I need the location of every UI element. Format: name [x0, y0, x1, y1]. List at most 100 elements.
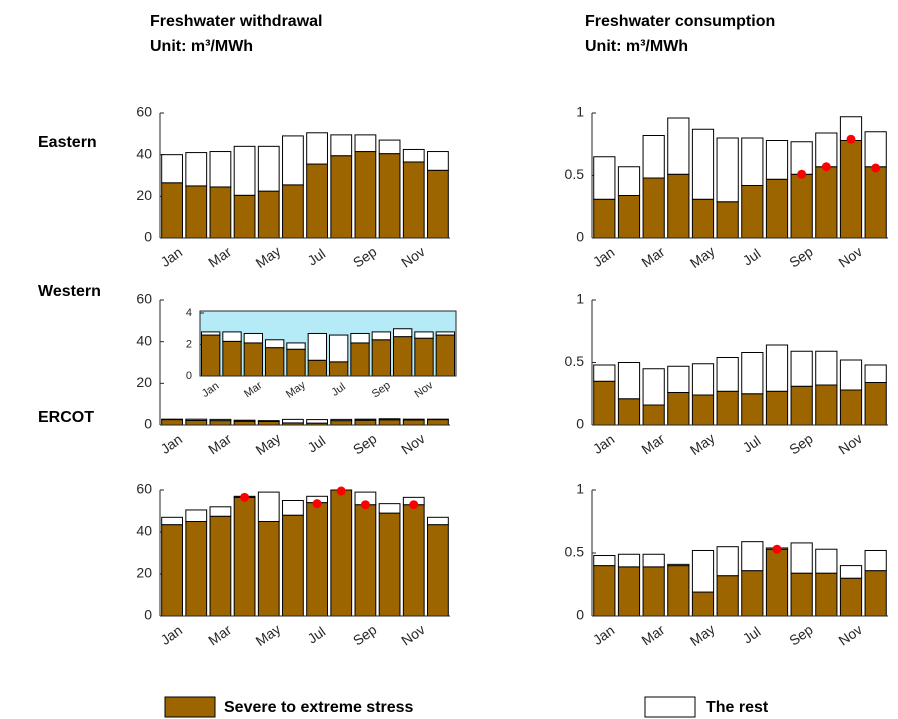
x-tick-label: Nov [398, 430, 428, 457]
bar-segment [667, 565, 690, 617]
bar-segment [741, 541, 764, 572]
y-tick-label: 0 [144, 229, 152, 245]
inset-background [199, 310, 457, 377]
bar-segment [350, 342, 370, 377]
bar-segment [200, 331, 221, 336]
bar-segment [161, 182, 183, 239]
x-tick-label: Jul [304, 623, 328, 646]
marker [336, 486, 346, 496]
bar-segment [257, 145, 280, 192]
y-tick-label: 1 [576, 291, 584, 307]
bar-segment [209, 151, 232, 188]
y-tick-label: 20 [136, 374, 152, 390]
bar-segment [716, 390, 739, 426]
legend-label: Severe to extreme stress [224, 699, 414, 716]
x-tick-label: Mar [638, 430, 667, 457]
bar-segment [691, 549, 715, 593]
x-tick-label: May [687, 243, 718, 271]
bar-segment [815, 166, 838, 239]
y-tick-label: 40 [136, 332, 152, 348]
bar-segment [864, 131, 887, 168]
bar-segment [264, 339, 285, 349]
bar-segment [306, 132, 328, 165]
x-tick-label: Jan [590, 622, 618, 648]
bar-segment [864, 166, 887, 239]
bar-segment [209, 186, 232, 239]
x-tick-label: May [253, 621, 284, 649]
x-tick-label: Sep [370, 379, 393, 400]
bar-segment [593, 565, 616, 617]
bar-segment [402, 148, 425, 163]
bar-segment [402, 419, 425, 426]
bar-segment [741, 352, 764, 395]
bar-segment [691, 591, 715, 617]
bar-segment [378, 139, 401, 155]
bar-segment [691, 128, 715, 200]
bar-segment [378, 418, 401, 421]
y-tick-label: 0.5 [565, 353, 585, 369]
bar-segment [264, 347, 285, 377]
bar-segment [765, 178, 789, 239]
bar-segment [790, 542, 813, 574]
bar-segment [716, 546, 739, 577]
x-tick-label: Mar [242, 379, 265, 400]
bar-segment [233, 145, 256, 196]
bar-segment [790, 173, 813, 239]
y-tick-label: 40 [136, 145, 152, 161]
bar-segment [642, 404, 665, 426]
bar-segment [209, 515, 232, 617]
bar-segment [617, 566, 641, 617]
bar-segment [354, 134, 377, 153]
y-tick-label: 20 [136, 565, 152, 581]
bar-segment [414, 331, 434, 339]
x-tick-label: Nov [412, 379, 435, 400]
legend: Severe to extreme stress The rest [164, 696, 769, 718]
bar-segment [233, 420, 256, 426]
bar-segment [243, 332, 264, 344]
bar-segment [839, 565, 863, 579]
legend-label: The rest [706, 699, 769, 716]
bar-segment [286, 348, 306, 377]
bar-segment [257, 420, 280, 422]
x-tick-label: Jan [158, 622, 186, 648]
bar-segment [691, 198, 715, 239]
x-tick-label: Jul [740, 623, 764, 646]
legend-swatch [644, 696, 696, 718]
bar-segment [617, 195, 641, 239]
bar-segment [435, 331, 456, 336]
marker [312, 499, 322, 509]
bar-segment [257, 491, 280, 523]
bar-segment [864, 549, 887, 572]
bar-segment [642, 368, 665, 406]
bar-segment [667, 392, 690, 426]
bar-segment [815, 548, 838, 574]
bar-segment [839, 577, 863, 617]
x-tick-label: Nov [398, 243, 428, 270]
y-tick-label: 4 [186, 307, 192, 319]
bar-segment [330, 134, 353, 157]
bar-segment [617, 553, 641, 568]
bar-segment [427, 516, 449, 526]
bar-segment [222, 340, 242, 377]
bar-segment [161, 524, 183, 617]
marker [409, 500, 419, 510]
bar-segment [716, 575, 739, 617]
bar-segment [185, 419, 208, 426]
bar-segment [864, 364, 887, 383]
bar-segment [330, 420, 353, 426]
bar-segment [330, 489, 353, 617]
bar-segment [392, 328, 413, 338]
bar-segment [427, 524, 449, 617]
bar-segment [593, 364, 616, 382]
x-tick-label: Jul [304, 432, 328, 455]
bar-segment [593, 198, 616, 239]
legend-swatch [164, 696, 216, 718]
bar-segment [354, 419, 377, 426]
x-tick-label: Sep [350, 243, 380, 271]
bar-segment [593, 156, 616, 200]
bar-segment [233, 419, 256, 422]
bar-segment [765, 548, 789, 617]
x-tick-label: Nov [835, 243, 865, 270]
bar-segment [815, 384, 838, 426]
